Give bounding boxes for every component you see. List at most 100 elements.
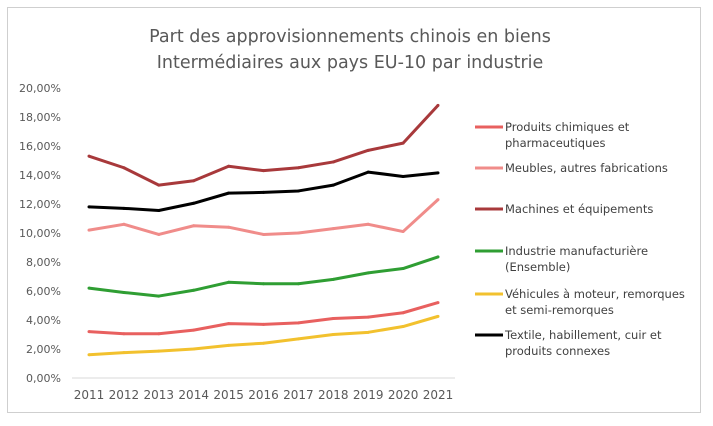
data-point xyxy=(436,198,440,202)
data-point xyxy=(262,190,265,194)
legend-label: Produits chimiques et xyxy=(505,120,630,134)
data-point xyxy=(157,294,161,298)
data-point xyxy=(227,280,231,284)
chart-title-line-2: Intermédiaires aux pays EU-10 par indust… xyxy=(157,53,544,73)
data-point xyxy=(296,337,300,341)
data-point xyxy=(262,341,265,345)
data-point xyxy=(262,232,265,236)
chart-frame xyxy=(7,7,701,413)
y-tick-label: 18,00% xyxy=(19,111,61,124)
y-tick-label: 0,00% xyxy=(26,372,61,385)
data-point xyxy=(296,189,300,193)
data-point xyxy=(401,141,405,145)
x-tick-label: 2014 xyxy=(178,388,209,402)
data-point xyxy=(401,325,405,329)
data-point xyxy=(366,271,370,275)
data-point xyxy=(87,154,91,158)
legend-label: et semi-remorques xyxy=(505,303,614,317)
data-point xyxy=(401,230,405,234)
x-tick-label: 2013 xyxy=(144,388,175,402)
x-tick-label: 2016 xyxy=(248,388,279,402)
data-point xyxy=(122,290,126,294)
data-point xyxy=(366,222,370,226)
chart-title-line-1: Part des approvisionnements chinois en b… xyxy=(149,27,551,47)
data-point xyxy=(331,317,335,321)
data-point xyxy=(157,209,161,213)
data-point xyxy=(227,225,231,229)
y-tick-label: 2,00% xyxy=(26,343,61,356)
data-point xyxy=(122,206,126,210)
data-point xyxy=(436,255,440,259)
x-tick-label: 2021 xyxy=(423,388,454,402)
legend-label: (Ensemble) xyxy=(505,260,570,274)
data-point xyxy=(401,311,405,315)
legend-label: pharmaceutiques xyxy=(505,136,605,150)
data-point xyxy=(296,282,300,286)
data-point xyxy=(157,349,161,353)
data-point xyxy=(157,183,161,187)
y-tick-label: 10,00% xyxy=(19,227,61,240)
data-point xyxy=(192,347,196,351)
data-point xyxy=(296,321,300,325)
y-tick-label: 6,00% xyxy=(26,285,61,298)
data-point xyxy=(87,286,91,290)
data-point xyxy=(436,171,440,175)
y-tick-label: 16,00% xyxy=(19,140,61,153)
data-point xyxy=(227,343,231,347)
data-point xyxy=(366,330,370,334)
data-point xyxy=(331,333,335,336)
data-point xyxy=(122,222,126,226)
data-point xyxy=(192,224,196,228)
data-point xyxy=(227,191,231,195)
data-point xyxy=(331,160,335,164)
data-point xyxy=(262,322,265,326)
data-point xyxy=(192,288,196,292)
data-point xyxy=(331,183,335,187)
y-tick-label: 20,00% xyxy=(19,82,61,95)
legend-label: Véhicules à moteur, remorques xyxy=(505,287,685,301)
data-point xyxy=(296,166,300,170)
data-point xyxy=(157,232,161,236)
legend-label: Industrie manufacturière xyxy=(505,244,648,258)
x-tick-label: 2017 xyxy=(283,388,314,402)
x-tick-label: 2012 xyxy=(109,388,140,402)
y-tick-label: 14,00% xyxy=(19,169,61,182)
series-line xyxy=(88,314,439,357)
data-point xyxy=(122,351,126,355)
data-point xyxy=(227,322,231,326)
series-line xyxy=(88,198,440,236)
data-point xyxy=(401,267,405,271)
data-point xyxy=(87,228,91,232)
data-point xyxy=(436,301,440,305)
data-point xyxy=(366,315,370,319)
data-point xyxy=(262,282,265,286)
y-tick-label: 12,00% xyxy=(19,198,61,211)
data-point xyxy=(122,332,126,336)
data-point xyxy=(296,231,300,235)
data-point xyxy=(331,277,335,281)
data-point xyxy=(401,174,405,178)
data-point xyxy=(192,201,196,205)
x-tick-label: 2011 xyxy=(74,388,105,402)
data-point xyxy=(227,164,231,168)
data-point xyxy=(157,332,161,336)
data-point xyxy=(436,314,440,318)
series-line xyxy=(88,255,439,298)
legend-label: Meubles, autres fabrications xyxy=(505,161,668,175)
data-point xyxy=(192,328,196,332)
data-point xyxy=(87,330,91,334)
data-point xyxy=(262,169,265,173)
legend-label: Textile, habillement, cuir et xyxy=(504,328,662,342)
x-tick-label: 2020 xyxy=(388,388,419,402)
data-point xyxy=(366,148,370,152)
data-point xyxy=(366,170,370,174)
legend-label: produits connexes xyxy=(505,344,610,358)
legend-label: Machines et équipements xyxy=(505,202,653,216)
data-point xyxy=(331,227,335,231)
data-point xyxy=(192,179,196,183)
y-tick-label: 8,00% xyxy=(26,256,61,269)
data-point xyxy=(87,353,91,357)
y-tick-label: 4,00% xyxy=(26,314,61,327)
data-point xyxy=(87,205,91,209)
